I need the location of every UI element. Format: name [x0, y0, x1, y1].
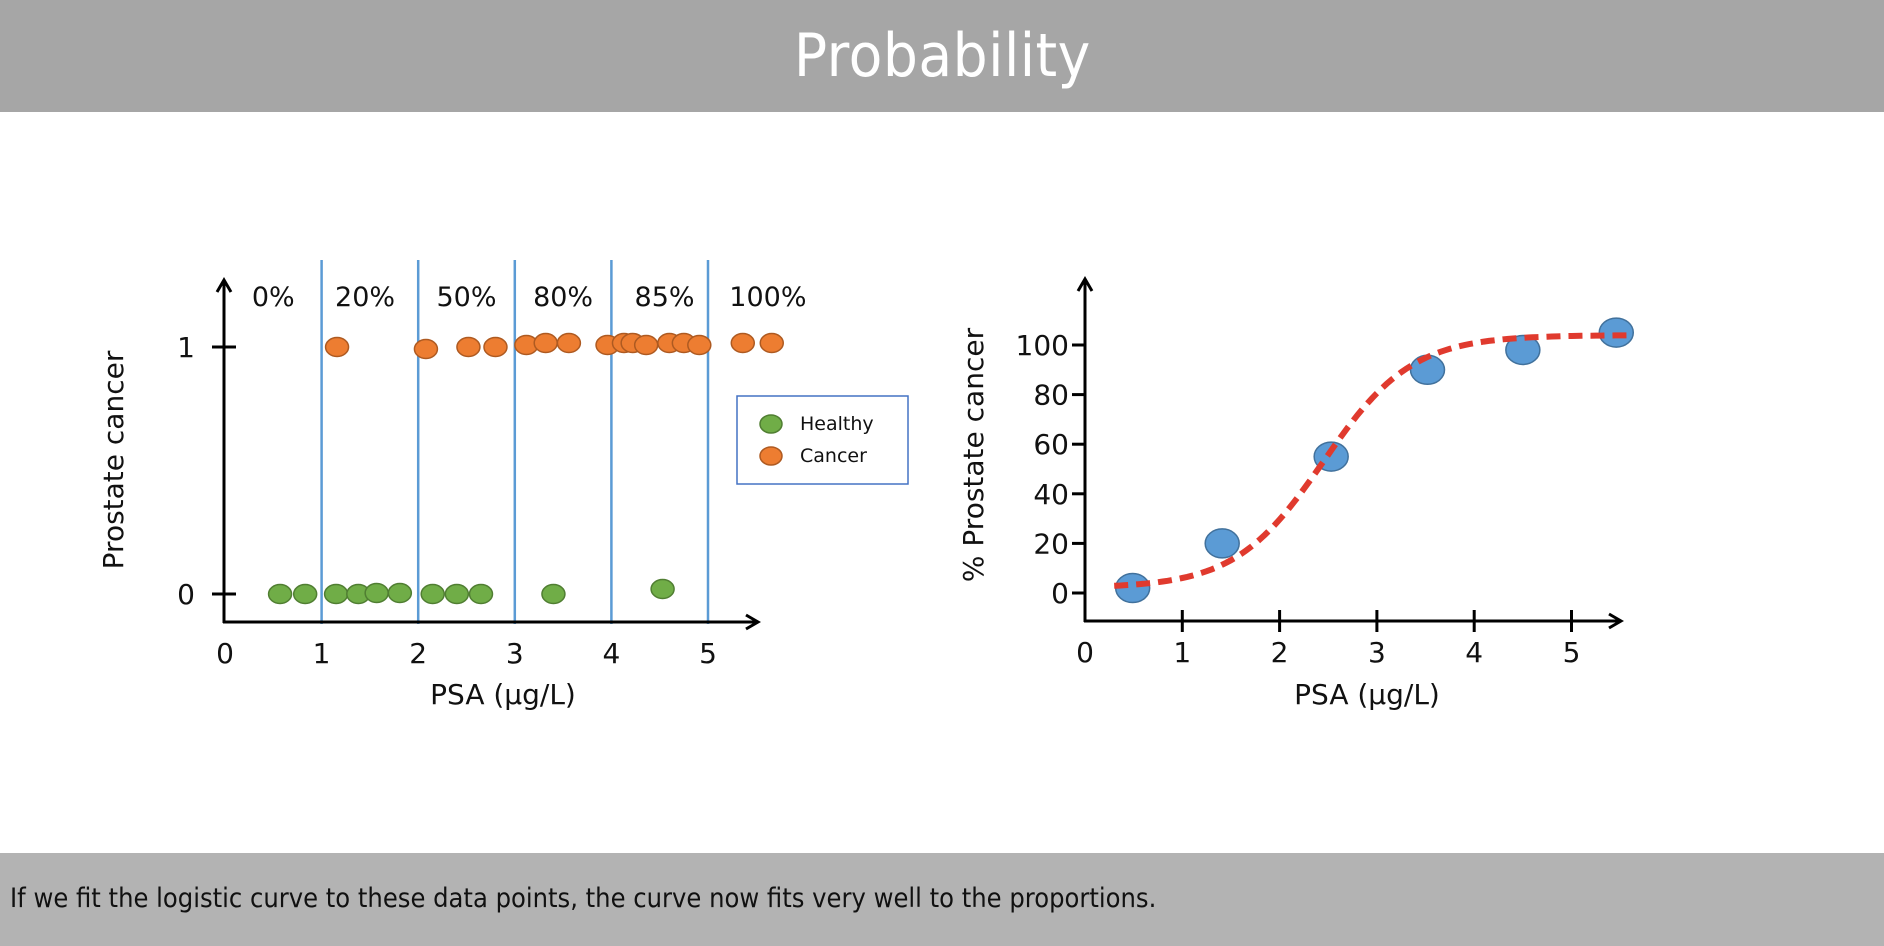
cancer-point	[483, 336, 508, 358]
y-tick-label: 40	[1033, 478, 1069, 511]
cancer-point	[456, 336, 481, 358]
bin-label: 80%	[533, 282, 593, 313]
healthy-point	[420, 583, 445, 605]
y-axis-label: % Prostate cancer	[957, 327, 990, 582]
slide-caption: If we fit the logistic curve to these da…	[10, 883, 1157, 914]
healthy-point	[267, 583, 293, 605]
healthy-point	[468, 583, 494, 605]
logistic-fit-line	[1114, 332, 1630, 589]
bin-label: 50%	[436, 282, 496, 313]
y-tick-label: 60	[1033, 428, 1069, 461]
y-tick-label: 1	[177, 331, 195, 364]
x-tick-label: 0	[216, 637, 234, 670]
y-axis-label: Prostate cancer	[97, 350, 130, 569]
bin-label: 85%	[635, 282, 695, 313]
data-points	[267, 332, 785, 605]
x-tick-label: 0	[1076, 636, 1094, 669]
cancer-point	[759, 332, 785, 354]
cancer-point	[556, 332, 582, 354]
cancer-point	[413, 338, 439, 360]
legend-cancer-marker-icon	[759, 446, 783, 466]
axes: 0 20 40 60 80 100 0 1 2 3 4 5 PSA (µg/L) % Prostate c…	[957, 276, 1624, 711]
x-tick-label: 5	[1563, 636, 1581, 669]
bin-label: 0%	[252, 282, 295, 313]
x-tick-label: 5	[699, 637, 717, 670]
bin-label: 100%	[729, 282, 806, 313]
x-axis-label: PSA (µg/L)	[1294, 678, 1440, 711]
slide-title: Probability	[793, 21, 1091, 91]
x-tick-label: 4	[602, 637, 620, 670]
data-points	[1114, 317, 1635, 604]
x-tick-label: 1	[313, 637, 331, 670]
y-axis-arrow-icon	[215, 277, 233, 293]
cancer-point	[687, 334, 712, 356]
x-axis-arrow-icon	[1608, 612, 1624, 630]
x-tick-label: 3	[506, 637, 524, 670]
healthy-point	[444, 583, 470, 605]
x-tick-label: 2	[1271, 636, 1289, 669]
x-axis-arrow-icon	[745, 613, 761, 631]
x-tick-label: 3	[1368, 636, 1386, 669]
bin-label: 20%	[335, 282, 395, 313]
legend-healthy-marker-icon	[759, 414, 783, 434]
title-bar: Probability	[0, 0, 1884, 112]
legend-box	[736, 395, 909, 485]
healthy-point	[387, 582, 413, 604]
x-tick-label: 1	[1173, 636, 1191, 669]
y-tick-label: 80	[1033, 379, 1069, 412]
healthy-point	[541, 583, 566, 605]
x-axis-label: PSA (µg/L)	[430, 678, 576, 711]
healthy-point	[650, 578, 675, 600]
logistic-curve	[1114, 332, 1630, 589]
proportion-point	[1204, 528, 1240, 559]
y-tick-label: 0	[177, 578, 195, 611]
legend-label: Cancer	[800, 445, 867, 467]
bin-dividers	[320, 260, 710, 624]
cancer-point	[324, 336, 350, 358]
legend-label: Healthy	[800, 413, 874, 435]
axes: 0 1 0 1 2 3 4 5 PSA (µg/L) Prostate cancer	[97, 277, 761, 711]
legend: Healthy Cancer	[736, 395, 909, 485]
bin-labels: 0% 20% 50% 80% 85% 100%	[252, 282, 807, 313]
y-axis-arrow-icon	[1076, 276, 1094, 292]
x-tick-label: 2	[409, 637, 427, 670]
proportion-point	[1505, 334, 1541, 366]
caption-bar: If we fit the logistic curve to these da…	[0, 853, 1884, 946]
y-tick-label: 20	[1033, 527, 1069, 560]
y-tick-label: 100	[1016, 329, 1069, 362]
healthy-point	[292, 583, 318, 605]
cancer-point	[730, 332, 756, 354]
x-tick-label: 4	[1465, 636, 1483, 669]
y-tick-label: 0	[1051, 577, 1069, 610]
